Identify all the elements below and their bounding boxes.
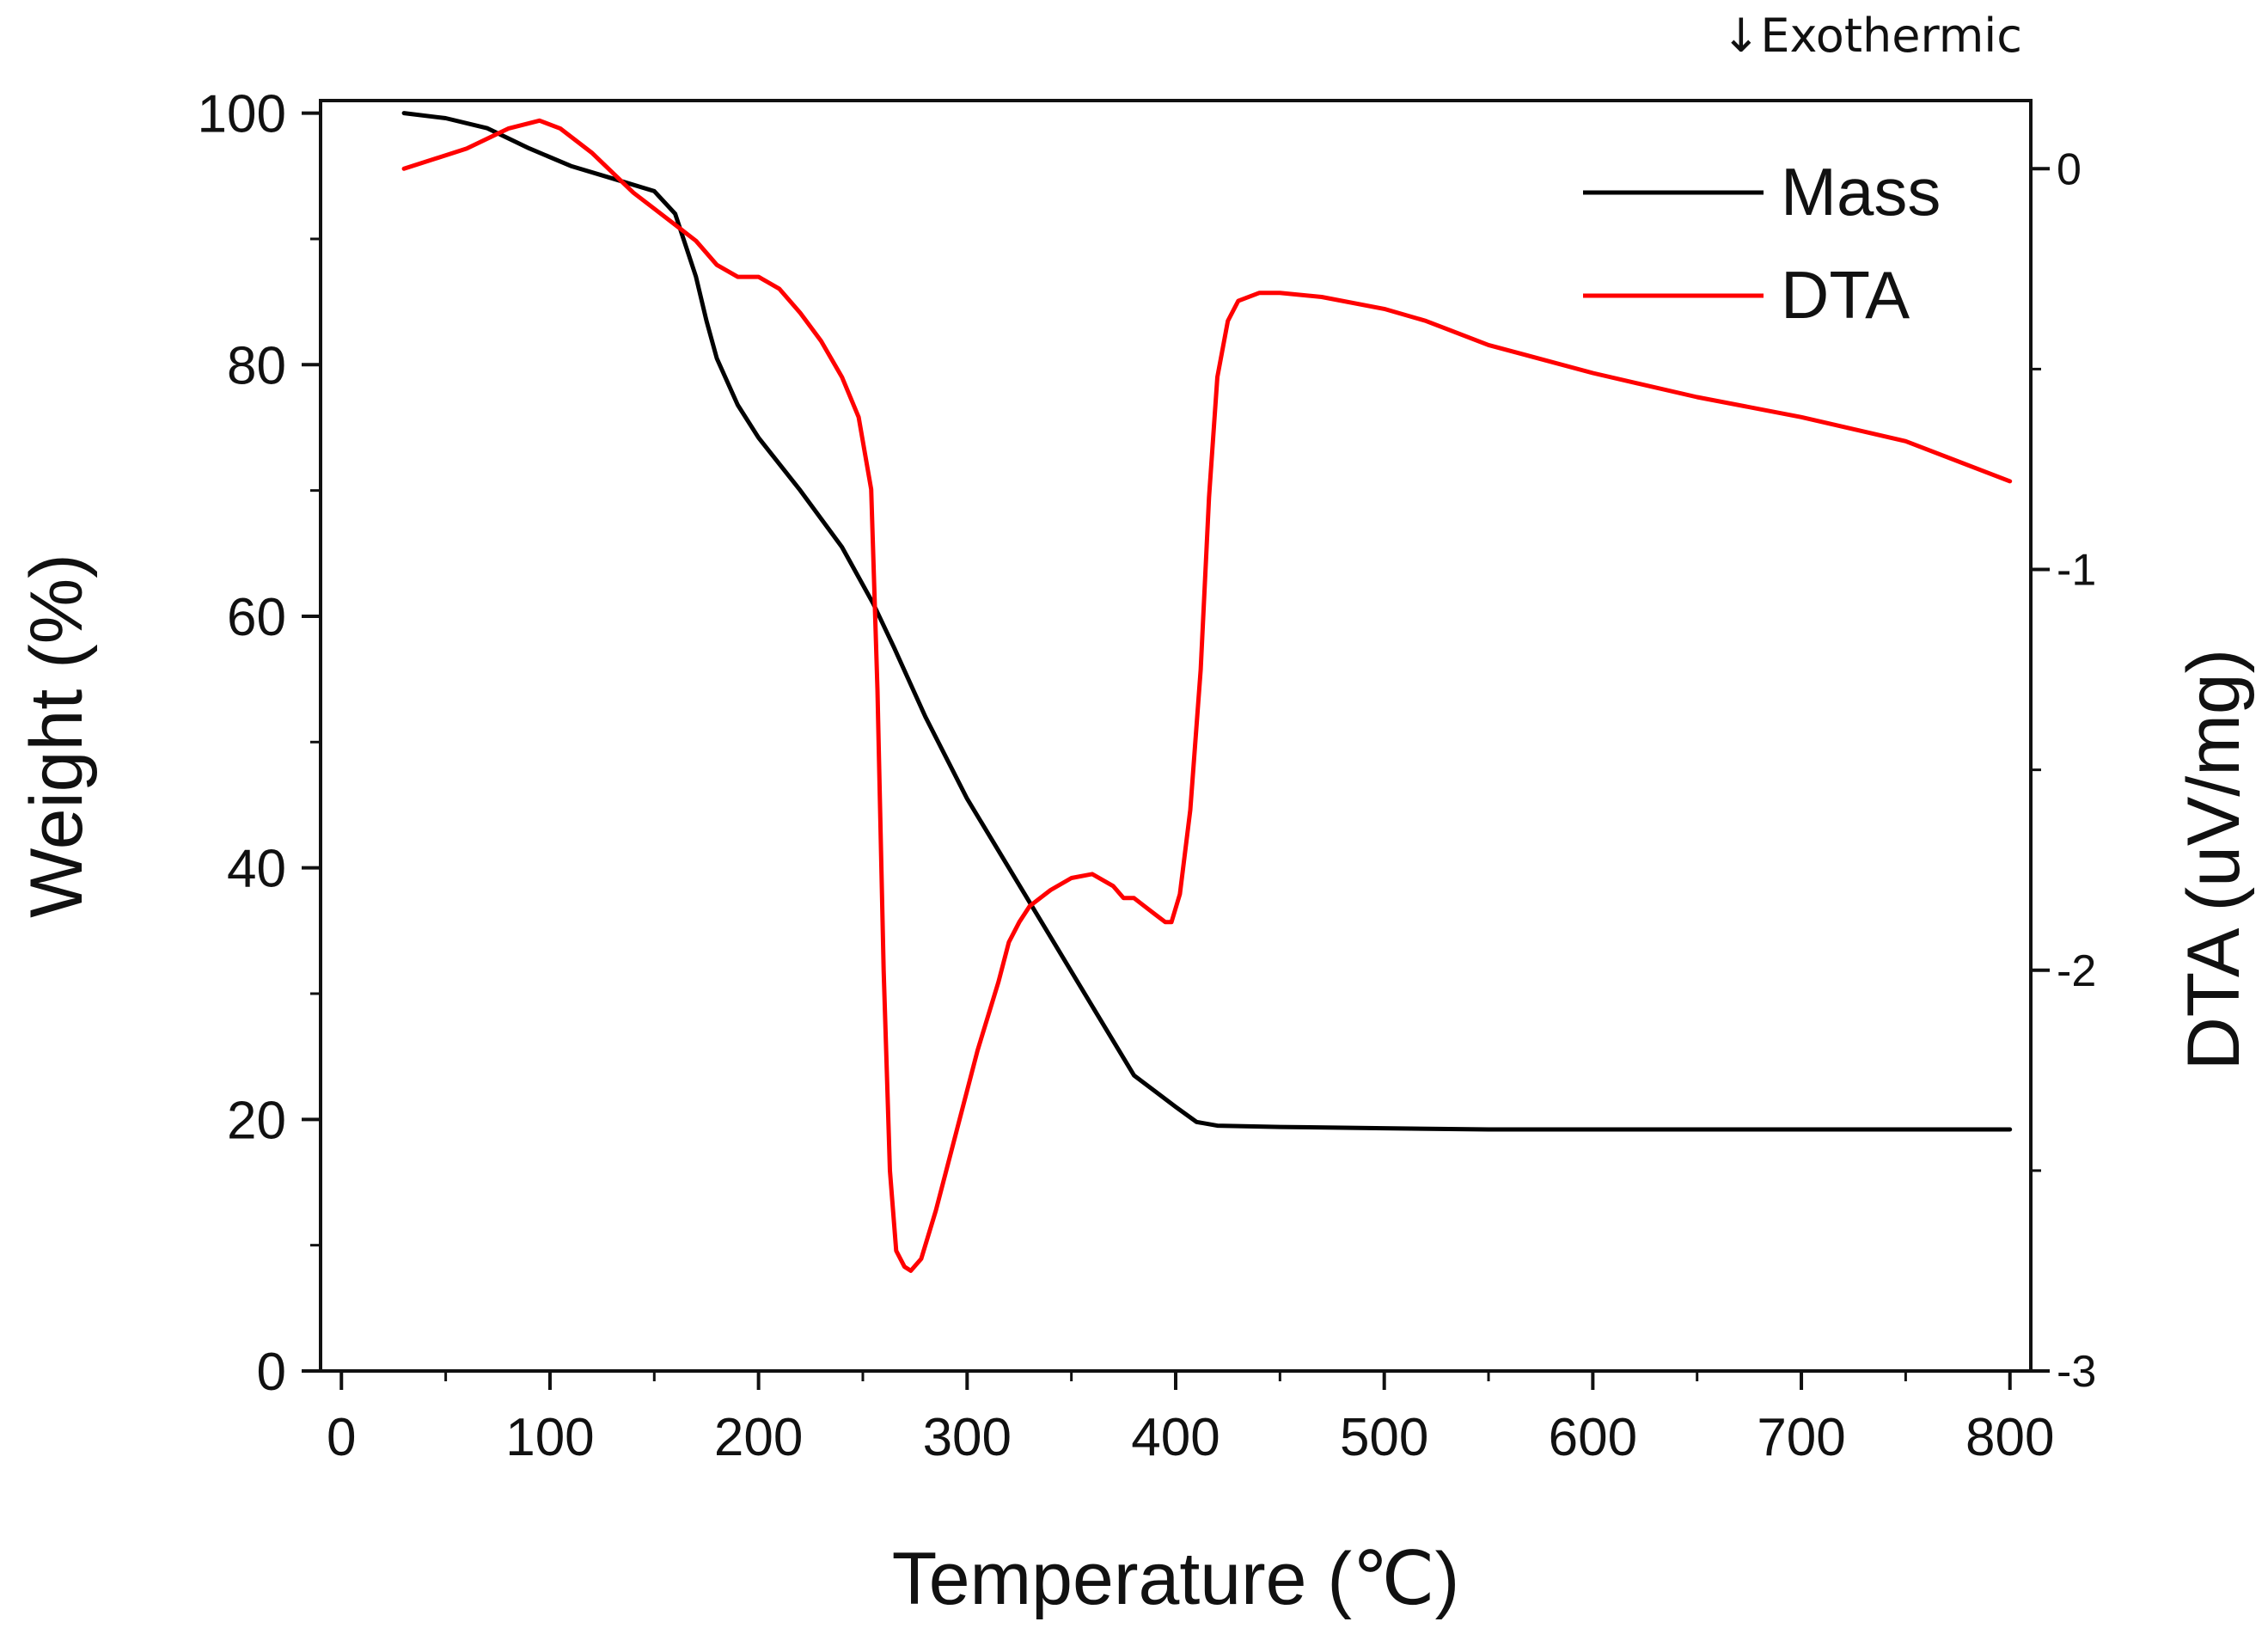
- y2-tick-label: -3: [2057, 1347, 2096, 1397]
- x-tick-label: 300: [923, 1408, 1012, 1467]
- series-line-mass: [401, 111, 2013, 1132]
- x-axis-title: Temperature (℃): [892, 1538, 1460, 1620]
- x-tick-label: 200: [714, 1408, 803, 1467]
- x-tick-label: 0: [327, 1408, 356, 1467]
- x-tick-label: 100: [505, 1408, 594, 1467]
- x-tick-label: 800: [1965, 1408, 2054, 1467]
- x-tick-label: 600: [1549, 1408, 1637, 1467]
- series-line-dta: [401, 118, 2013, 1273]
- y2-tick-label: -2: [2057, 946, 2096, 996]
- y-tick-label: 40: [227, 840, 286, 899]
- y2-tick-label: 0: [2057, 144, 2082, 194]
- y-axis-title: Weight (%): [15, 554, 98, 918]
- y2-axis-title: DTA (uV/mg): [2173, 649, 2255, 1071]
- legend: Mass DTA: [1583, 154, 1941, 333]
- y-tick-label: 100: [198, 85, 286, 144]
- plot-frame: [319, 99, 2033, 1373]
- y-tick-label: 0: [257, 1343, 286, 1402]
- legend-label-dta: DTA: [1781, 257, 1910, 333]
- y2-tick-label: -1: [2057, 546, 2096, 596]
- y-tick-label: 80: [227, 336, 286, 395]
- x-tick-label: 400: [1131, 1408, 1220, 1467]
- x-tick-label: 500: [1340, 1408, 1428, 1467]
- y-tick-label: 60: [227, 588, 286, 647]
- y-tick-label: 20: [227, 1091, 286, 1150]
- exothermic-annotation: ↓Exothermic: [1721, 9, 2022, 63]
- legend-label-mass: Mass: [1781, 154, 1941, 229]
- x-tick-label: 700: [1757, 1408, 1845, 1467]
